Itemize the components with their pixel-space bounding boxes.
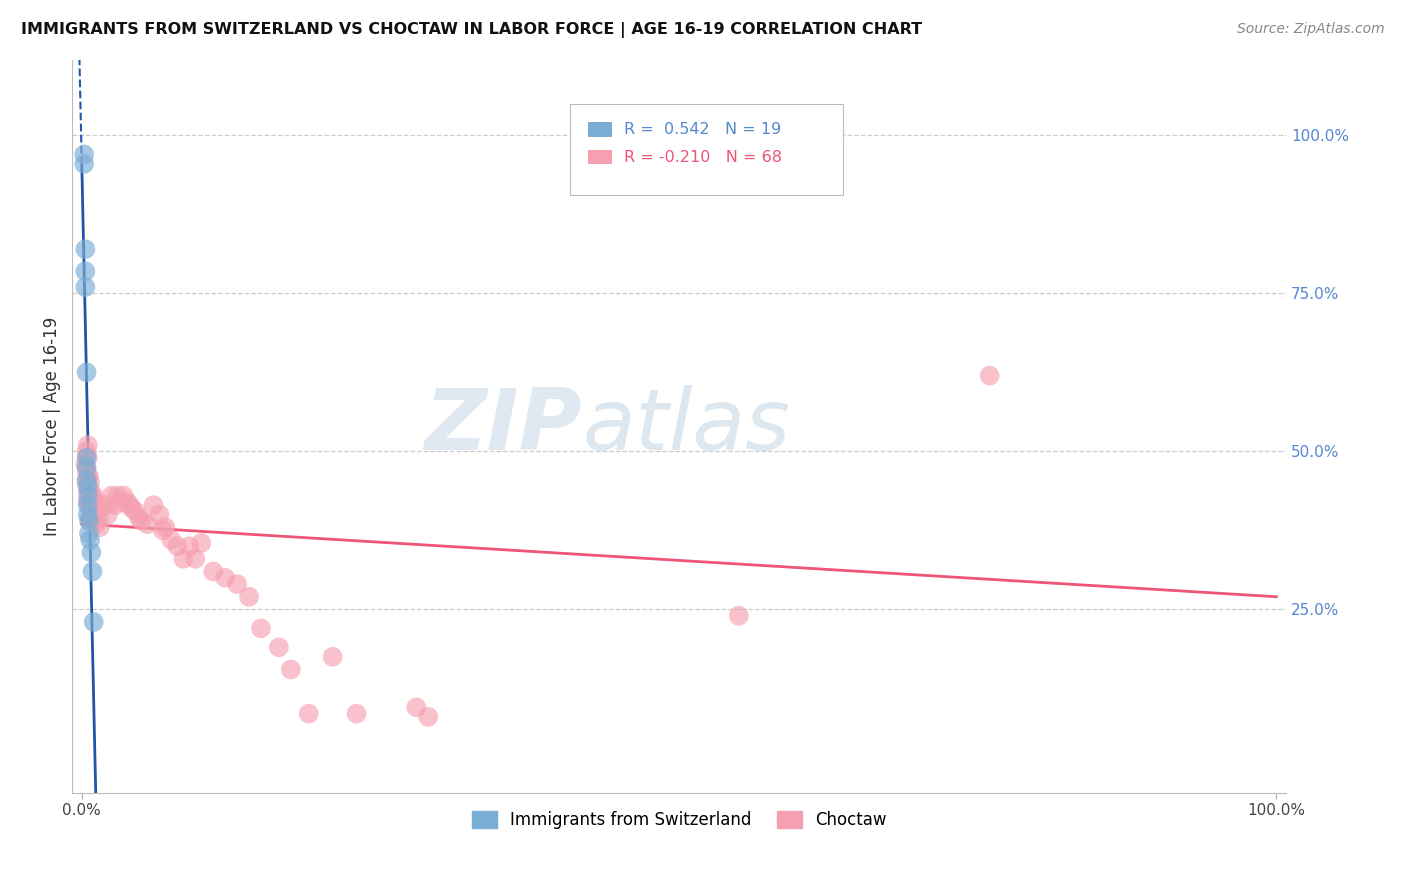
Point (226, 577, 249, 591)
Point (405, 700, 427, 714)
Point (142, 498, 165, 512)
Point (83, 615, 105, 629)
Point (76, 508, 98, 522)
Point (76, 495, 98, 509)
Point (79, 510, 101, 524)
Point (112, 489, 135, 503)
Point (75, 457, 97, 471)
Point (76, 450, 98, 465)
Bar (588, 150, 613, 164)
Point (76, 483, 98, 497)
Point (83, 514, 105, 528)
Point (179, 539, 201, 553)
Point (184, 551, 207, 566)
Point (79, 533, 101, 547)
Point (82, 498, 104, 512)
Text: ZIP: ZIP (425, 384, 582, 467)
Point (418, 710, 440, 724)
Point (87, 510, 110, 524)
Point (80, 489, 103, 503)
Point (202, 565, 225, 579)
Point (89, 520, 111, 534)
Point (76, 460, 98, 475)
Point (298, 706, 321, 721)
Point (79, 498, 101, 512)
Point (121, 501, 143, 516)
Point (76, 479, 98, 493)
Point (79, 485, 101, 500)
Point (979, 368, 1001, 383)
Point (214, 571, 236, 585)
Point (250, 621, 273, 635)
Point (322, 649, 344, 664)
Point (94, 498, 117, 512)
Point (76, 473, 98, 487)
Point (73, 157, 96, 171)
Point (77, 526, 100, 541)
Point (75, 280, 97, 294)
Point (82, 565, 104, 579)
Point (110, 495, 132, 509)
Point (160, 533, 183, 547)
Point (148, 508, 170, 522)
Point (84, 517, 107, 532)
Point (75, 264, 97, 278)
Point (80, 545, 103, 559)
Point (166, 539, 188, 553)
Point (115, 495, 138, 509)
Point (84, 495, 107, 509)
Point (76, 475, 98, 490)
Text: atlas: atlas (582, 384, 790, 467)
Point (152, 524, 174, 538)
Text: R =  0.542   N = 19: R = 0.542 N = 19 (624, 121, 782, 136)
Text: Source: ZipAtlas.com: Source: ZipAtlas.com (1237, 22, 1385, 37)
Point (238, 590, 260, 604)
Point (107, 489, 129, 503)
Point (77, 495, 100, 509)
Point (75, 242, 97, 256)
Point (80, 501, 103, 516)
FancyBboxPatch shape (569, 103, 844, 195)
Point (131, 514, 153, 528)
Point (100, 489, 122, 503)
Point (155, 520, 177, 534)
Point (346, 706, 368, 721)
Point (136, 517, 159, 532)
Point (172, 551, 194, 566)
Point (82, 510, 104, 524)
Text: IMMIGRANTS FROM SWITZERLAND VS CHOCTAW IN LABOR FORCE | AGE 16-19 CORRELATION CH: IMMIGRANTS FROM SWITZERLAND VS CHOCTAW I… (21, 22, 922, 38)
Point (76, 444, 98, 458)
Point (77, 514, 100, 528)
Point (104, 498, 127, 512)
Point (76, 366, 98, 380)
Point (83, 489, 105, 503)
Point (76, 498, 98, 512)
Point (76, 450, 98, 465)
Point (267, 640, 290, 655)
Y-axis label: In Labor Force | Age 16-19: In Labor Force | Age 16-19 (44, 317, 60, 536)
Point (86, 501, 108, 516)
Point (73, 147, 96, 161)
Point (124, 504, 146, 518)
Point (76, 469, 98, 483)
Point (727, 608, 749, 623)
Point (190, 536, 212, 550)
Point (84, 504, 107, 518)
Point (79, 475, 101, 490)
Point (77, 483, 100, 497)
Bar (588, 122, 613, 136)
Point (80, 514, 103, 528)
Point (128, 510, 150, 524)
Point (76, 438, 98, 452)
Text: R = -0.210   N = 68: R = -0.210 N = 68 (624, 150, 783, 165)
Point (76, 463, 98, 477)
Point (280, 662, 302, 676)
Point (97, 508, 120, 522)
Legend: Immigrants from Switzerland, Choctaw: Immigrants from Switzerland, Choctaw (465, 804, 893, 836)
Point (83, 501, 105, 516)
Point (77, 469, 100, 483)
Point (118, 498, 141, 512)
Point (76, 489, 98, 503)
